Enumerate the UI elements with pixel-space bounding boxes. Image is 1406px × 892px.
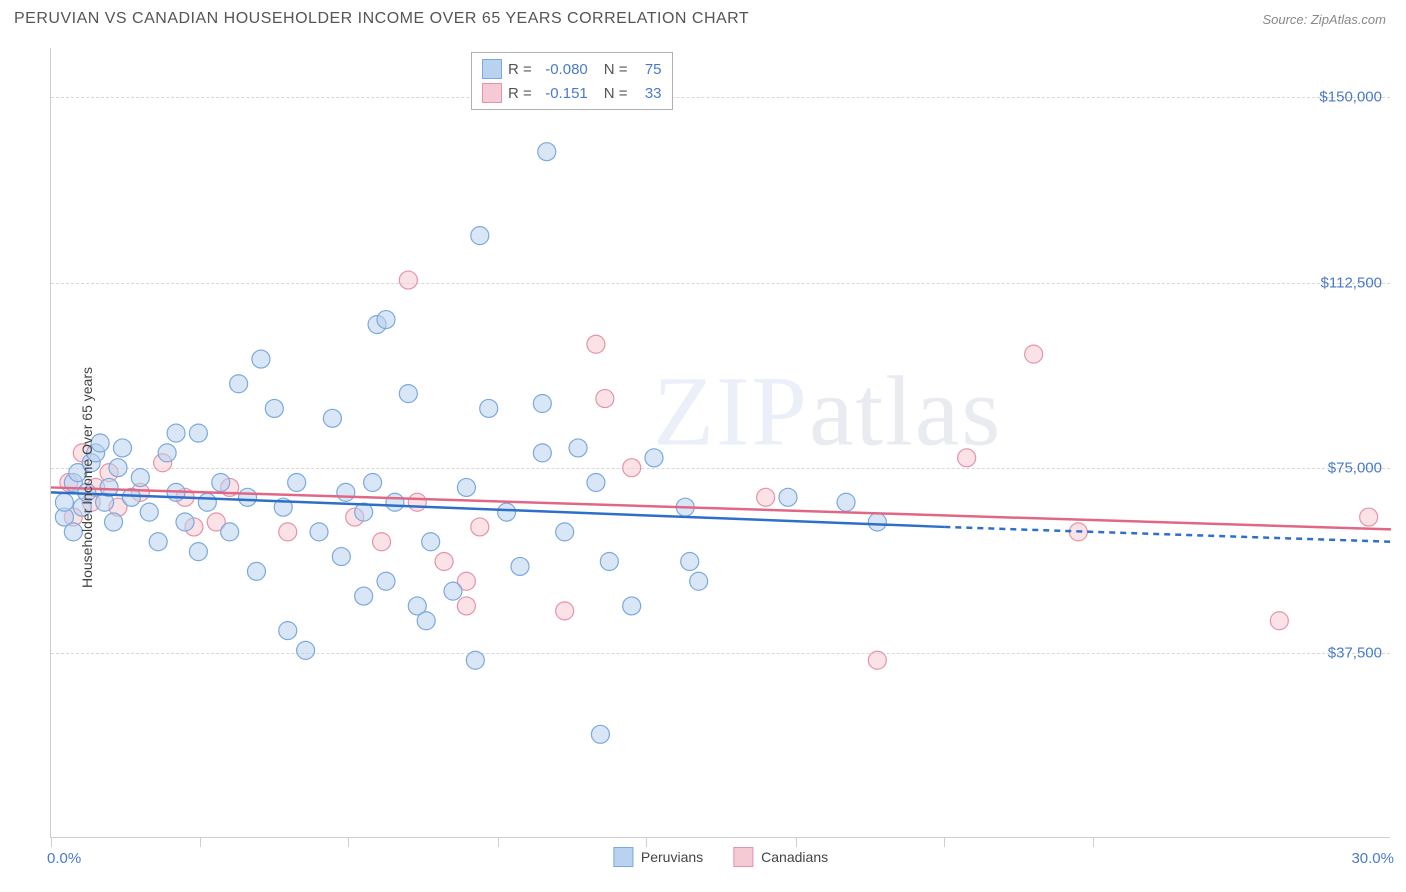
stats-legend-box: R = -0.080 N = 75 R = -0.151 N = 33 [471, 52, 673, 110]
legend-label-1: Peruvians [641, 849, 703, 865]
legend-swatch-1 [613, 847, 633, 867]
legend-item-2: Canadians [733, 847, 828, 867]
legend-label-2: Canadians [761, 849, 828, 865]
legend-swatch-2 [733, 847, 753, 867]
scatter-plot [51, 48, 1390, 837]
stat-r-value-2: -0.151 [538, 85, 588, 102]
stat-n-label: N = [604, 61, 628, 78]
stat-r-label: R = [508, 85, 532, 102]
x-axis-label-min: 0.0% [47, 850, 81, 867]
bottom-legend: Peruvians Canadians [613, 847, 828, 867]
y-axis-title: Householder Income Over 65 years [79, 367, 95, 588]
swatch-series-1 [482, 59, 502, 79]
stats-row-1: R = -0.080 N = 75 [482, 57, 662, 81]
stat-n-label: N = [604, 85, 628, 102]
x-axis-label-max: 30.0% [1351, 850, 1394, 867]
chart-title: PERUVIAN VS CANADIAN HOUSEHOLDER INCOME … [14, 10, 749, 28]
chart-source: Source: ZipAtlas.com [1262, 12, 1386, 27]
stats-row-2: R = -0.151 N = 33 [482, 81, 662, 105]
swatch-series-2 [482, 83, 502, 103]
stat-n-value-1: 75 [634, 61, 662, 78]
stat-n-value-2: 33 [634, 85, 662, 102]
legend-item-1: Peruvians [613, 847, 703, 867]
chart-area: ZIPatlas $37,500$75,000$112,500$150,000 … [50, 48, 1390, 838]
chart-header: PERUVIAN VS CANADIAN HOUSEHOLDER INCOME … [0, 0, 1406, 34]
stat-r-label: R = [508, 61, 532, 78]
stat-r-value-1: -0.080 [538, 61, 588, 78]
